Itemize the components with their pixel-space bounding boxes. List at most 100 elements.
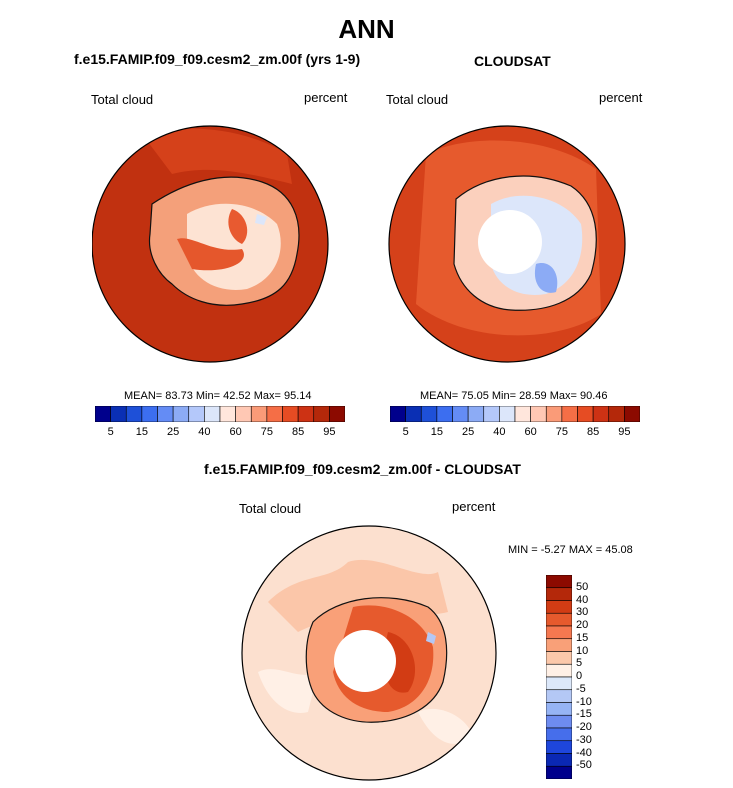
panel2-colorbar-box: [608, 406, 625, 422]
panel2-colorbar-tick-label: 15: [430, 426, 443, 438]
panel2-colorbar-box: [545, 406, 563, 422]
panel1-shade-region: [142, 128, 292, 184]
panel2-colorbar-box: [530, 406, 547, 422]
diff-colorbar-box: [546, 765, 572, 779]
diff-colorbar-box: [546, 714, 572, 729]
panel2-colorbar-box: [624, 406, 640, 422]
panel1-colorbar-labels: 5 15 25 40 60 75 85 95: [0, 426, 733, 440]
diff-colorbar-tick-label: -5: [576, 682, 586, 695]
panel1-colorbar-tick-label: 85: [292, 426, 305, 438]
diff-colorbar-box: [546, 625, 572, 640]
panel1-colorbar-box: [266, 406, 283, 422]
panel1-colorbar-box: [297, 406, 315, 422]
panel1-colorbar-box: [141, 406, 158, 422]
diff-colorbar-box: [546, 651, 572, 665]
panel1-colorbar-box: [204, 406, 221, 422]
diff-patch-west: [258, 669, 318, 713]
panel2-mean: 75.05: [461, 390, 489, 402]
panel1-mean: 83.73: [165, 390, 193, 402]
diff-colorbar-tick-label: -20: [576, 721, 592, 733]
panel2-mean-label: MEAN=: [420, 390, 459, 402]
diff-colorbar-box: [546, 600, 572, 614]
diff-colorbar-box: [546, 612, 572, 627]
diff-colorbar-tick-label: -50: [576, 759, 592, 772]
panel1-colorbar-box: [188, 406, 205, 422]
panel2-colorbar-box: [405, 406, 422, 422]
panel1-max-label: Max=: [253, 390, 281, 402]
panel2-min-label: Min=: [491, 390, 517, 402]
diff-patch-southeast: [418, 708, 473, 744]
diff-colorbar-box: [546, 587, 572, 601]
diff-colorbar-tick-label: -10: [576, 695, 592, 708]
diff-colorbar: [546, 575, 572, 779]
panel2-colorbar-box: [452, 406, 469, 422]
panel1-max: 95.14: [283, 390, 312, 402]
panel2-colorbar-box: [483, 406, 500, 422]
diff-colorbar-tick-label: 15: [576, 631, 589, 644]
panel1-colorbar-box: [329, 406, 345, 422]
panel2-colorbar-box: [577, 406, 594, 422]
diff-colorbar-tick-label: 40: [576, 593, 589, 606]
diff-colorbar-box: [546, 676, 572, 691]
diff-colorbar-box: [546, 727, 572, 742]
panel1-colorbar-tick-label: 5: [107, 426, 114, 438]
diff-colorbar-box: [546, 689, 572, 703]
diff-colorbar-box: [546, 702, 572, 716]
diff-colorbar-tick-label: -30: [576, 733, 592, 746]
diff-colorbar-box: [546, 753, 572, 767]
panel2-colorbar-tick-label: 60: [524, 426, 537, 438]
panel2-colorbar-tick-label: 75: [555, 426, 568, 438]
panel1-colorbar-tick-label: 60: [229, 426, 242, 438]
panel2-title: CLOUDSAT: [474, 53, 551, 69]
panel1-colorbar-box: [219, 406, 236, 422]
diff-colorbar-tick-label: 10: [576, 644, 589, 657]
panel1-band: [177, 238, 244, 271]
panel2-colorbar-tick-label: 40: [493, 426, 506, 438]
diff-max: 45.08: [605, 544, 633, 556]
panel1-colorbar-tick-label: 95: [323, 426, 336, 438]
diff-minmax: MIN = -5.27 MAX = 45.08: [508, 544, 633, 556]
panel2-max-label: Max=: [549, 390, 577, 402]
panel2-colorbar-labels: 5 15 25 40 60 75 85 95: [0, 426, 733, 440]
diff-blue-patch: [426, 632, 436, 644]
diff-min-label: MIN =: [508, 544, 538, 556]
panel2-colorbar-box: [514, 406, 531, 422]
panel1-colorbar-box: [250, 406, 268, 422]
panel2-units: percent: [599, 90, 643, 105]
panel2-map: [388, 125, 626, 363]
panel2-colorbar-box: [420, 406, 438, 422]
panel2-colorbar-tick-label: 5: [402, 426, 409, 438]
panel1-mean-label: MEAN=: [124, 390, 163, 402]
panel2-colorbar-tick-label: 85: [587, 426, 600, 438]
diff-colorbar-tick-label: 5: [576, 657, 583, 670]
panel1-variable: Total cloud: [91, 92, 154, 107]
panel1-colorbar: [95, 406, 345, 422]
diff-colorbar-tick-label: 0: [576, 670, 583, 682]
diff-colorbar-box: [546, 740, 572, 754]
panel1-colorbar-tick-label: 75: [260, 426, 273, 438]
diff-colorbar-box: [546, 663, 572, 678]
panel2-colorbar-box: [592, 406, 610, 422]
diff-colorbar-tick-label: -15: [576, 708, 592, 721]
panel1-colorbar-box: [157, 406, 174, 422]
panel1-colorbar-tick-label: 15: [135, 426, 148, 438]
panel1-colorbar-box: [110, 406, 127, 422]
panel2-max: 90.46: [579, 390, 608, 402]
panel2-pole-gap: [478, 210, 542, 274]
diff-min: -5.27: [540, 544, 566, 556]
diff-colorbar-box: [546, 575, 572, 589]
panel1-stats: MEAN= 83.73 Min= 42.52 Max= 95.14: [124, 390, 312, 402]
diff-map: [241, 525, 497, 781]
diff-variable: Total cloud: [239, 501, 302, 516]
diff-colorbar-tick-label: 30: [576, 606, 589, 619]
panel1-units: percent: [304, 90, 348, 105]
diff-colorbar-tick-label: -40: [576, 746, 592, 759]
panel1-map: [92, 125, 329, 363]
panel2-min: 28.59: [519, 390, 547, 402]
panel1-ridge: [228, 209, 248, 244]
panel2-colorbar-box: [436, 406, 453, 422]
panel1-colorbar-box: [235, 406, 252, 422]
panel2-colorbar-box: [467, 406, 485, 422]
panel1-min-label: Min=: [195, 390, 221, 402]
panel2-blue-core: [534, 263, 558, 293]
